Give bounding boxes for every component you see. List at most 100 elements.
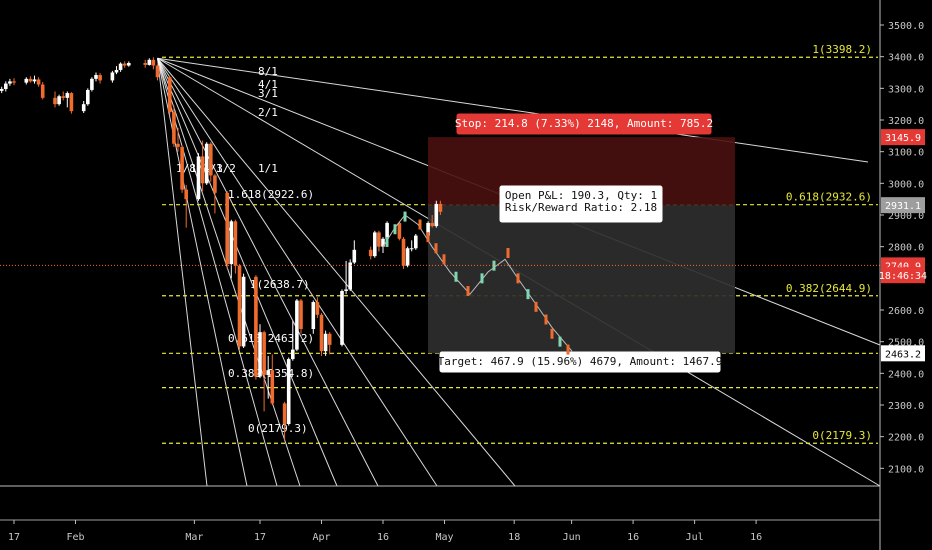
price-tick-label: 2200.0	[888, 433, 924, 444]
candle-body	[377, 232, 381, 247]
price-tag-bg	[881, 267, 925, 284]
stop-label-bg	[456, 113, 712, 135]
stop-label-text: Stop: 214.8 (7.33%) 2148, Amount: 785.2	[455, 117, 713, 130]
candle-body	[98, 75, 102, 81]
candle-body	[282, 403, 287, 425]
candle-body	[184, 189, 188, 200]
price-tick-label: 2400.0	[888, 369, 924, 380]
time-tick-label: 16	[377, 532, 389, 543]
candle-body	[385, 222, 389, 239]
projection-candle	[385, 236, 389, 247]
candle-body	[286, 359, 291, 425]
candle-body	[209, 143, 213, 176]
candle-body	[151, 59, 156, 66]
gann-fan-ray	[157, 58, 301, 487]
gann-fan-label: 8/1	[258, 65, 278, 78]
candle-body	[12, 81, 16, 83]
candle-body	[172, 112, 176, 144]
candle-body	[254, 276, 258, 377]
candle-body	[24, 78, 29, 83]
price-tags: 3145.9 2931.1 2740.918:46:34 2463.2	[879, 129, 927, 362]
candle-body	[426, 222, 430, 236]
candle-body	[381, 238, 385, 247]
price-tick-label: 2300.0	[888, 401, 924, 412]
price-tag-text: 3145.9	[885, 133, 921, 144]
price-tag-bg	[881, 197, 925, 214]
target-zone	[428, 205, 735, 354]
fib-left-label: 1(2638.7)	[250, 278, 310, 291]
candle-body	[127, 63, 131, 66]
target-label-text: Target: 467.9 (15.96%) 4679, Amount: 146…	[438, 355, 723, 368]
candle-body	[8, 81, 12, 84]
price-tick-label: 3300.0	[888, 84, 924, 95]
time-axis[interactable]: 17 Feb Mar 17 Apr 16 May 18 Jun 16 Jul 16	[8, 520, 762, 543]
candle-body	[200, 156, 205, 184]
candle-body	[147, 59, 152, 65]
projection-candle	[526, 289, 530, 300]
gann-fan-ray	[157, 58, 278, 487]
pnl-label-text: Open P&L: 190.3, Qty: 1	[505, 189, 657, 202]
price-tag: 2463.2	[881, 345, 925, 362]
candle-body	[352, 249, 357, 263]
candle-body	[397, 222, 402, 239]
pnl-label-bg	[499, 185, 663, 223]
fib-left-label: 0(2179.3)	[248, 422, 308, 435]
candle-body	[233, 221, 238, 266]
candle-body	[155, 65, 160, 78]
gann-fan-ray	[157, 57, 516, 487]
candle-body	[291, 349, 295, 360]
stop-label: Stop: 214.8 (7.33%) 2148, Amount: 785.2	[455, 113, 713, 135]
candle-body	[229, 221, 234, 265]
target-label-bg	[439, 351, 721, 373]
candle-body	[61, 96, 65, 98]
gann-fan-ray	[157, 58, 338, 487]
fib-left-label: 1.618(2922.6)	[228, 188, 314, 201]
candle-body	[122, 63, 127, 66]
price-tick-label: 3200.0	[888, 116, 924, 127]
candle-body	[40, 84, 45, 98]
price-tag-text: 2463.2	[885, 349, 921, 360]
candle-body	[430, 222, 434, 227]
time-tick-label: Feb	[66, 532, 84, 543]
projection-candle	[480, 273, 484, 284]
time-tick-label: 16	[627, 532, 639, 543]
candle-body	[295, 300, 299, 350]
fib-level-label: 1(3398.2)	[812, 43, 872, 56]
candle-body	[270, 370, 275, 404]
price-tick-label: 2800.0	[888, 243, 924, 254]
target-label: Target: 467.9 (15.96%) 4679, Amount: 146…	[438, 351, 723, 373]
candle-body	[118, 63, 123, 70]
candle-body	[53, 97, 57, 105]
candle-body	[65, 93, 70, 98]
candle-body	[262, 332, 266, 375]
candle-body	[344, 289, 348, 292]
candle-body	[32, 79, 37, 82]
candle-body	[401, 238, 406, 266]
candle-body	[373, 232, 377, 257]
gann-fan-label: 1/1	[258, 162, 278, 175]
candle-body	[81, 104, 86, 112]
candle-body	[69, 93, 74, 112]
price-tick-label: 2500.0	[888, 338, 924, 349]
gann-fan-ray	[157, 57, 869, 163]
candle-body	[28, 78, 33, 82]
candle-body	[225, 192, 229, 265]
candle-body	[168, 77, 172, 113]
price-tag-text: 2740.9	[885, 261, 921, 272]
candle-body	[143, 63, 147, 65]
time-tick-label: Jul	[686, 532, 704, 543]
projection-candle	[426, 232, 430, 243]
gann-fan-label: 4/1	[258, 78, 278, 91]
short-position-tool[interactable]: Stop: 214.8 (7.33%) 2148, Amount: 785.2 O…	[428, 113, 735, 373]
projection-candle	[434, 243, 438, 254]
candle-body	[114, 69, 119, 73]
candle-body	[237, 265, 242, 347]
candle-body	[311, 302, 316, 330]
candle-body	[434, 203, 439, 227]
projection-candle	[534, 301, 538, 312]
candle-body	[4, 83, 8, 89]
projection-path	[382, 211, 573, 355]
projection-candle	[492, 260, 496, 271]
